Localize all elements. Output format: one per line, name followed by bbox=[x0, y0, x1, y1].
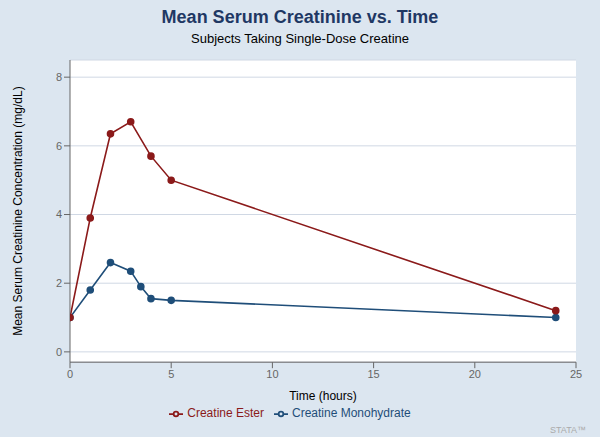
svg-text:15: 15 bbox=[367, 368, 379, 380]
html-text:Subjects Taking Single-Dose Cr: Subjects Taking Single-Dose Creatine bbox=[191, 31, 409, 46]
svg-text:2: 2 bbox=[56, 277, 62, 289]
svg-text:20: 20 bbox=[469, 368, 481, 380]
svg-text:0: 0 bbox=[67, 368, 73, 380]
html-text:Creatine Ester: Creatine Ester bbox=[187, 406, 264, 421]
svg-text:8: 8 bbox=[56, 71, 62, 83]
html-text:STATA™: STATA™ bbox=[550, 425, 586, 435]
svg-text:5: 5 bbox=[168, 368, 174, 380]
html-text:Mean Serum Creatinine vs. Time: Mean Serum Creatinine vs. Time bbox=[161, 7, 439, 27]
svg-text:0: 0 bbox=[56, 346, 62, 358]
svg-text:10: 10 bbox=[266, 368, 278, 380]
svg-text:4: 4 bbox=[56, 208, 62, 220]
svg-text:Time (hours): Time (hours) bbox=[289, 389, 357, 403]
svg-text:6: 6 bbox=[56, 140, 62, 152]
svg-text:25: 25 bbox=[570, 368, 582, 380]
html-text:Creatine Monohydrate: Creatine Monohydrate bbox=[292, 406, 411, 421]
svg-text:Mean Serum Creatinine Concentr: Mean Serum Creatinine Concentration (mg/… bbox=[11, 86, 25, 335]
